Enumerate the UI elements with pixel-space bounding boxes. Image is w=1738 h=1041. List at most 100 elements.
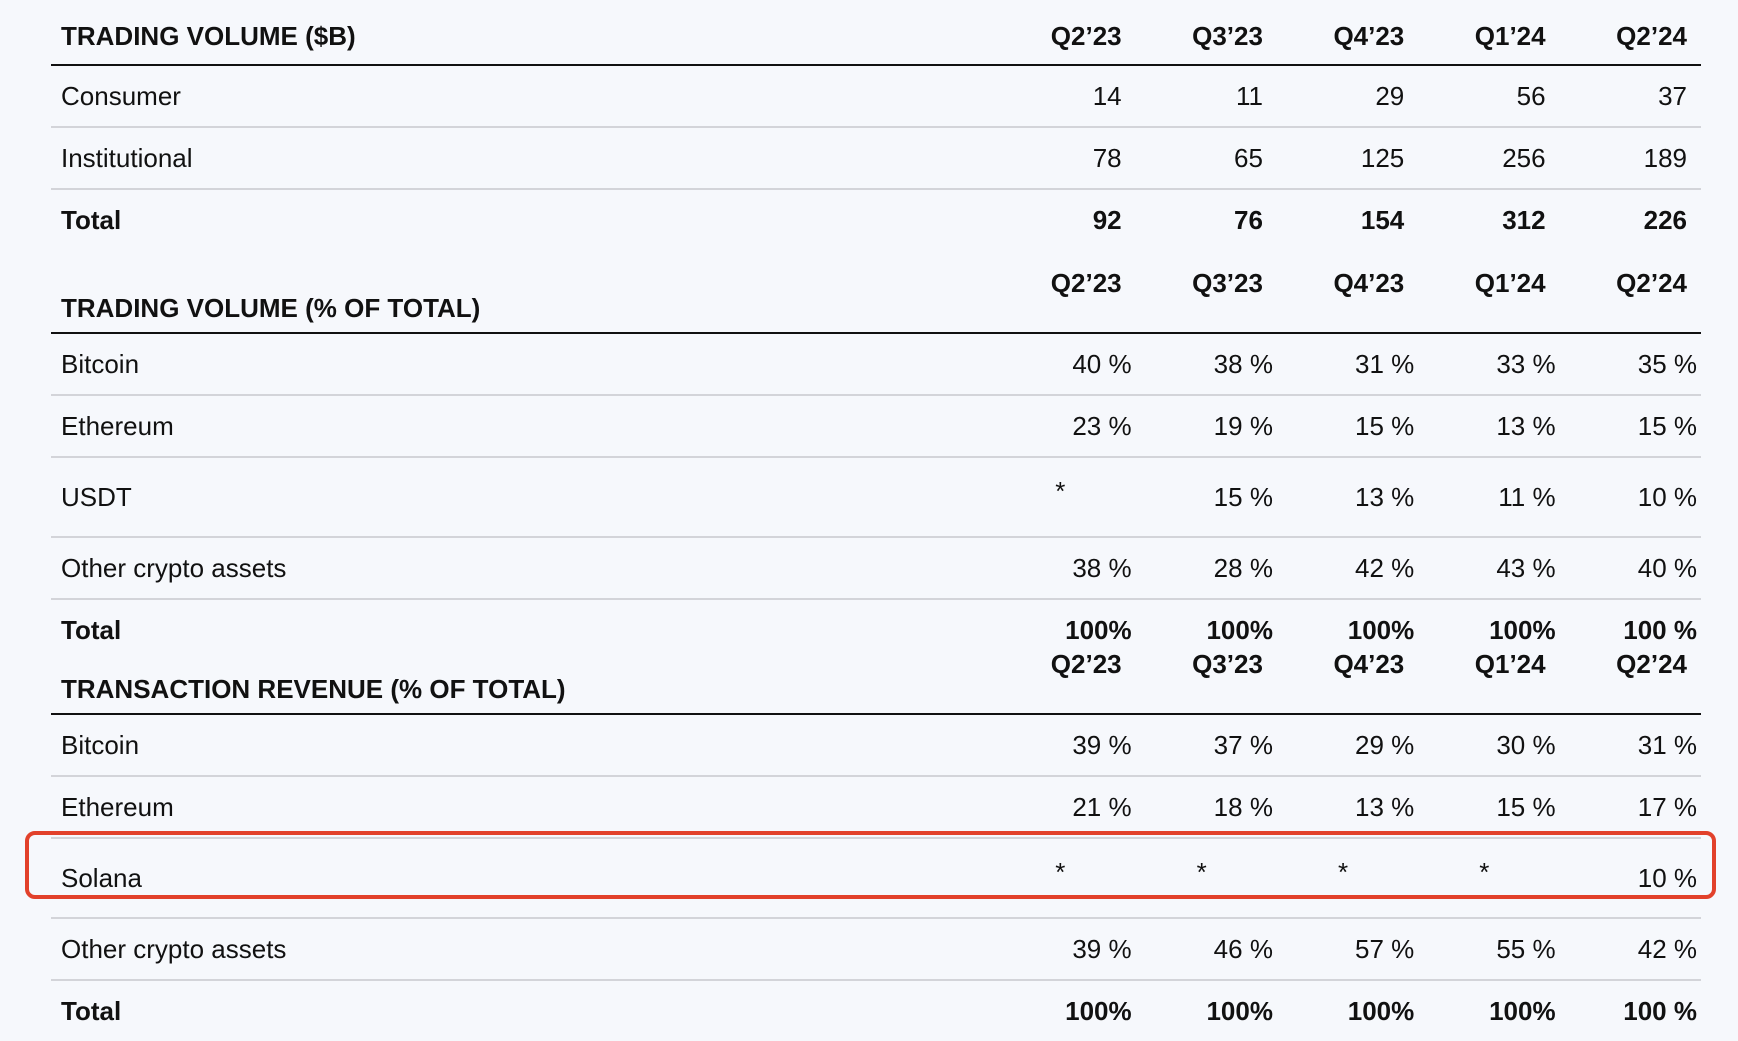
table-cell: 100% xyxy=(1065,614,1132,645)
table-cell: * xyxy=(994,457,1136,538)
table-cell: 18 % xyxy=(1135,776,1277,839)
column-header: Q1’24 xyxy=(1418,268,1560,334)
table-cell: 42 % xyxy=(1559,918,1701,981)
table-cell: 23 % xyxy=(994,395,1136,458)
table-row: Bitcoin 40 % 38 % 31 % 33 % 35 % xyxy=(51,333,1701,396)
table-section-3: TRANSACTION REVENUE (% OF TOTAL) Q2’23 Q3’… xyxy=(51,649,1701,1041)
column-header: Q2’23 xyxy=(994,8,1136,66)
table-cell: 100% xyxy=(1065,995,1132,1026)
row-label: Ethereum xyxy=(51,776,995,839)
table-cell: 100% xyxy=(1347,995,1415,1026)
table-row: Bitcoin 39 % 37 % 29 % 30 % 31 % xyxy=(51,714,1701,777)
row-label: Bitcoin xyxy=(51,714,995,777)
table-cell: 100% xyxy=(1206,995,1273,1026)
table-cell: 256 xyxy=(1418,127,1560,190)
row-label: Total xyxy=(61,995,122,1026)
table-cell: * xyxy=(1135,838,1277,919)
column-header: Q4’23 xyxy=(1276,8,1419,66)
table-cell: 39 % xyxy=(994,714,1136,777)
table-cell: 57 % xyxy=(1276,918,1419,981)
table-cell: * xyxy=(994,838,1136,919)
table-cell: 29 % xyxy=(1276,714,1419,777)
column-header: Q3’23 xyxy=(1135,268,1277,334)
table-cell: 37 % xyxy=(1135,714,1277,777)
table-cell: 37 xyxy=(1559,65,1701,128)
table-cell: * xyxy=(1276,838,1419,919)
section-title: TRANSACTION REVENUE (% OF TOTAL) xyxy=(51,649,995,715)
column-header: Q2’24 xyxy=(1559,649,1701,715)
table-cell: 13 % xyxy=(1276,457,1419,538)
row-label: Other crypto assets xyxy=(51,537,995,600)
table-row: Ethereum 23 % 19 % 15 % 13 % 15 % xyxy=(51,395,1701,458)
table-cell: 100% xyxy=(1489,995,1556,1026)
table-cell: 92 xyxy=(1092,204,1122,235)
table-cell: 78 xyxy=(994,127,1136,190)
table-cell: 65 xyxy=(1135,127,1277,190)
table-cell: 76 xyxy=(1234,204,1263,235)
table-cell: 43 % xyxy=(1418,537,1560,600)
column-header: Q2’23 xyxy=(994,649,1136,715)
table-section-2: TRADING VOLUME (% OF TOTAL) Q2’23 Q3’23 Q4’… xyxy=(51,268,1701,660)
table-cell: 31 % xyxy=(1276,333,1419,396)
table-cell: 39 % xyxy=(994,918,1136,981)
column-header: Q4’23 xyxy=(1276,268,1419,334)
row-label: Total xyxy=(61,204,122,235)
table-row: Other crypto assets 39 % 46 % 57 % 55 % 42 % xyxy=(51,918,1701,981)
table-cell: 11 xyxy=(1135,65,1277,128)
table-cell: 125 xyxy=(1276,127,1419,190)
table-row: Other crypto assets 38 % 28 % 42 % 43 % 40 % xyxy=(51,537,1701,600)
table-header-row: TRADING VOLUME ($B) Q2’23 Q3’23 Q4’23 Q1’24 Q… xyxy=(51,8,1701,66)
table-row: Total 100% 100% 100% 100% 100 % xyxy=(51,980,1701,1041)
table-cell: 30 % xyxy=(1418,714,1560,777)
table-cell: 46 % xyxy=(1135,918,1277,981)
table-header-row: TRANSACTION REVENUE (% OF TOTAL) Q2’23 Q3’… xyxy=(51,649,1701,715)
table-cell: 189 xyxy=(1559,127,1701,190)
table-cell: 100% xyxy=(1206,614,1273,645)
row-label: Other crypto assets xyxy=(51,918,995,981)
table-row: Ethereum 21 % 18 % 13 % 15 % 17 % xyxy=(51,776,1701,839)
table-cell: 29 xyxy=(1276,65,1419,128)
row-label: Bitcoin xyxy=(51,333,995,396)
table-cell: 100% xyxy=(1489,614,1556,645)
table-cell: 31 % xyxy=(1559,714,1701,777)
data-table: TRADING VOLUME (% OF TOTAL) Q2’23 Q3’23 Q4’… xyxy=(51,268,1701,660)
column-header: Q3’23 xyxy=(1135,649,1277,715)
table-row: USDT * 15 % 13 % 11 % 10 % xyxy=(51,457,1701,538)
table-cell: 100 % xyxy=(1623,995,1697,1026)
row-label: Ethereum xyxy=(51,395,995,458)
table-cell: * xyxy=(1418,838,1560,919)
table-cell: 154 xyxy=(1360,204,1405,235)
row-label: Institutional xyxy=(51,127,995,190)
table-row: Total 100% 100% 100% 100% 100 % xyxy=(51,599,1701,660)
table-header-row: TRADING VOLUME (% OF TOTAL) Q2’23 Q3’23 Q4’… xyxy=(51,268,1701,334)
table-cell: 100 % xyxy=(1623,614,1697,645)
table-cell: 13 % xyxy=(1418,395,1560,458)
table-row: Total 92 76 154 312 226 xyxy=(51,189,1701,250)
table-cell: 10 % xyxy=(1559,457,1701,538)
column-header: Q3’23 xyxy=(1135,8,1277,66)
table-cell: 40 % xyxy=(1559,537,1701,600)
column-header: Q2’23 xyxy=(994,268,1136,334)
column-header: Q2’24 xyxy=(1559,8,1701,66)
table-cell: 15 % xyxy=(1418,776,1560,839)
table-cell: 19 % xyxy=(1135,395,1277,458)
table-cell: 15 % xyxy=(1559,395,1701,458)
table-section-1: TRADING VOLUME ($B) Q2’23 Q3’23 Q4’23 Q1’24 Q… xyxy=(51,8,1701,250)
table-cell: 33 % xyxy=(1418,333,1560,396)
row-label: USDT xyxy=(51,457,995,538)
table-cell: 11 % xyxy=(1418,457,1560,538)
table-row: Consumer 14 11 29 56 37 xyxy=(51,65,1701,128)
table-cell: 28 % xyxy=(1135,537,1277,600)
row-label: Total xyxy=(61,614,122,645)
table-cell: 13 % xyxy=(1276,776,1419,839)
section-title: TRADING VOLUME ($B) xyxy=(51,8,995,66)
table-cell: 226 xyxy=(1643,204,1687,235)
table-cell: 21 % xyxy=(994,776,1136,839)
table-cell: 35 % xyxy=(1559,333,1701,396)
table-row: Solana * * * * 10 % xyxy=(51,838,1701,919)
column-header: Q1’24 xyxy=(1418,649,1560,715)
table-cell: 56 xyxy=(1418,65,1560,128)
table-cell: 17 % xyxy=(1559,776,1701,839)
table-cell: 38 % xyxy=(1135,333,1277,396)
table-cell: 100% xyxy=(1347,614,1415,645)
